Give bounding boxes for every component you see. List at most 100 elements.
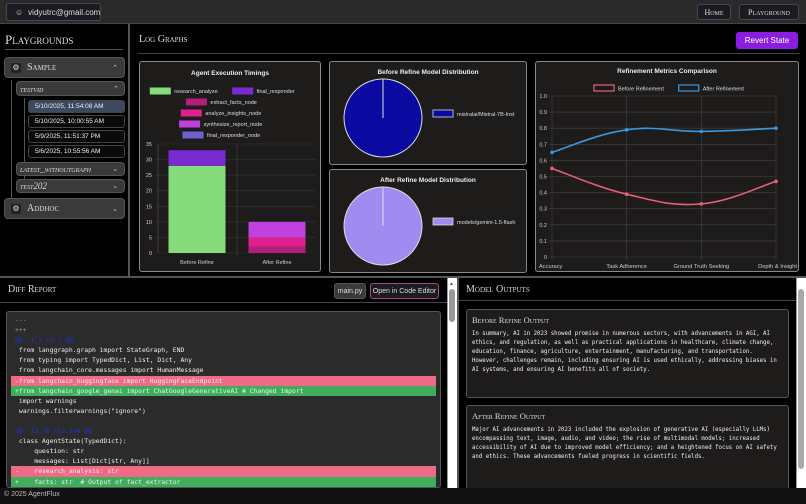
- x-tick-label: Task Adherence: [606, 264, 646, 270]
- gear-icon: ⚙: [11, 203, 21, 214]
- y-tick-label: 0.7: [539, 142, 547, 148]
- legend-swatch: [180, 109, 202, 117]
- run-item[interactable]: 5/9/2025, 11:51:37 PM: [28, 130, 125, 143]
- legend-label: final_responder_node: [207, 133, 260, 139]
- gear-icon: ⚙: [11, 62, 21, 73]
- data-point: [774, 179, 778, 184]
- scrollbar-thumb[interactable]: [449, 289, 455, 322]
- y-tick-label: 0.5: [539, 175, 547, 181]
- open-in-code-editor-button[interactable]: Open in Code Editor: [370, 283, 439, 299]
- diff-line-del: -from langchain_huggingface import Huggi…: [11, 375, 436, 386]
- chevron-down-icon: ⌄: [112, 204, 118, 213]
- file-select-button[interactable]: main.py: [334, 283, 366, 299]
- model-outputs-title: Model Outputs: [466, 284, 530, 295]
- legend-label: research_analyze: [174, 89, 217, 95]
- top-bar: ☺ vidyutrc@gmail.com Home Playground: [0, 0, 806, 24]
- legend-swatch: [232, 87, 254, 95]
- refinement-metrics-chart: Refinement Metrics Comparison 0 0.1 0.2 0.3…: [535, 61, 799, 272]
- y-tick-label: 0.1: [539, 239, 547, 245]
- sidebar-group-sample[interactable]: ⚙ Sample ⌃: [4, 57, 125, 78]
- x-tick-label: Before Refine: [180, 260, 214, 266]
- sidebar-group-addhoc[interactable]: ⚙ Addhoc ⌄: [4, 198, 125, 219]
- legend-swatch: [678, 84, 700, 92]
- pie-chart-svg: models/gemini-1.5-flash: [343, 186, 515, 266]
- output-text: Major AI advancements in 2023 included t…: [472, 427, 777, 460]
- y-tick-label: 0.2: [539, 223, 547, 229]
- bar-segment: [248, 246, 306, 253]
- chart-title: After Refine Model Distribution: [380, 177, 476, 184]
- y-tick-label: 0.3: [539, 207, 547, 213]
- output-card-title: Before Refine Output: [472, 315, 550, 325]
- x-tick-label: After Refine: [262, 260, 291, 266]
- legend-label: extract_facts_node: [210, 100, 256, 106]
- legend-label: mistralai/Mistral-7B-Inst: [457, 112, 515, 118]
- data-point: [624, 192, 629, 197]
- diff-line-add: +from langchain_google_genai import Chat…: [11, 385, 436, 396]
- diff-line-ctx: import warnings: [15, 396, 77, 405]
- before-model-distribution-chart: Before Refine Model Distribution mistral…: [329, 61, 527, 165]
- bar-segment: [168, 165, 226, 253]
- sidebar: Playgrounds ⚙ Sample ⌃ testvid ⌃ 5/10/20…: [0, 24, 130, 276]
- scrollbar-thumb[interactable]: [798, 289, 804, 469]
- run-item[interactable]: 5/10/2025, 10:00:55 AM: [28, 115, 125, 128]
- diff-line-hunk: @@ -13,70 +13,104 @@: [15, 427, 92, 436]
- diff-line-ctx: [11, 416, 436, 426]
- data-point: [624, 128, 629, 132]
- run-item-selected[interactable]: 5/10/2025, 11:54:08 AM: [28, 100, 125, 113]
- bar-chart-svg: research_analyze final_responderextract_f…: [146, 87, 316, 266]
- diff-line-meta: ---: [15, 316, 27, 324]
- data-point: [550, 166, 554, 171]
- y-tick-label: 0.9: [539, 110, 547, 116]
- legend-swatch: [593, 84, 615, 92]
- playground-latest-withoutgraph[interactable]: latest_withoutgraph ⌄: [16, 162, 125, 176]
- y-tick-label: 35: [146, 142, 152, 148]
- outputs-scrollbar[interactable]: [796, 278, 806, 488]
- legend-label: models/gemini-1.5-flash: [457, 220, 515, 226]
- revert-state-button[interactable]: Revert State: [736, 32, 798, 49]
- bar-segment: [248, 237, 306, 247]
- legend-swatch: [182, 131, 204, 139]
- series-line: [551, 167, 777, 206]
- bar-segment: [168, 150, 226, 166]
- diff-line-ctx: from typing import TypedDict, List, Dict…: [15, 356, 192, 365]
- line-chart-svg: 0 0.1 0.2 0.3 0.4 0.5 0.6 0.7 0.8 0.9 1.0 Accuracy T…: [539, 84, 797, 270]
- y-tick-label: 0.8: [539, 126, 547, 132]
- x-tick-label: Depth & Insight: [758, 264, 797, 270]
- legend-swatch: [185, 98, 207, 106]
- legend-label: After Refinement: [703, 87, 745, 93]
- nav-playground[interactable]: Playground: [739, 4, 799, 20]
- run-item[interactable]: 5/6/2025, 10:55:56 AM: [28, 145, 125, 158]
- playground-testvid[interactable]: testvid ⌃: [16, 81, 125, 96]
- user-email: vidyutrc@gmail.com: [28, 7, 101, 17]
- user-menu-button[interactable]: ☺ vidyutrc@gmail.com: [6, 3, 101, 21]
- legend-label: analyze_insights_node: [205, 111, 261, 117]
- chart-title: Agent Execution Timings: [191, 70, 269, 77]
- output-text: In summary, AI in 2023 showed promise in…: [472, 331, 777, 373]
- legend-label: final_responder: [257, 89, 295, 95]
- log-graphs-title: Log Graphs: [139, 34, 188, 45]
- output-card-title: After Refine Output: [472, 411, 546, 421]
- nav-home[interactable]: Home: [697, 4, 731, 20]
- legend-swatch: [432, 217, 454, 226]
- diff-line-ctx: question: str: [15, 447, 85, 456]
- x-tick-label: Accuracy: [539, 264, 563, 270]
- legend-swatch: [179, 120, 201, 128]
- scroll-up-icon[interactable]: ▲: [449, 281, 454, 287]
- chart-title: Before Refine Model Distribution: [377, 69, 479, 76]
- data-point: [699, 129, 704, 134]
- y-tick-label: 5: [149, 235, 152, 241]
- playground-test202[interactable]: test202 ⌄: [16, 179, 125, 193]
- footer-copyright: © 2025 AgentFlux: [4, 491, 60, 498]
- y-tick-label: 1.0: [539, 94, 547, 100]
- diff-code-view: --- +++ @@ -1,7 +1,7 @@ from langgraph.gra…: [6, 311, 441, 488]
- chevron-down-icon: ⌄: [112, 182, 118, 190]
- legend-swatch: [149, 87, 171, 95]
- diff-line-ctx: messages: List[Dict[str, Any]]: [15, 457, 150, 466]
- y-tick-label: 0.4: [539, 191, 547, 197]
- series-line: [551, 127, 777, 154]
- diff-scrollbar[interactable]: ▲: [447, 278, 457, 488]
- y-tick-label: 30: [146, 158, 152, 164]
- diff-line-hunk: @@ -1,7 +1,7 @@: [15, 336, 73, 345]
- after-refine-output-card: After Refine Output Major AI advancement…: [466, 405, 789, 494]
- legend-label: Before Refinement: [618, 87, 664, 93]
